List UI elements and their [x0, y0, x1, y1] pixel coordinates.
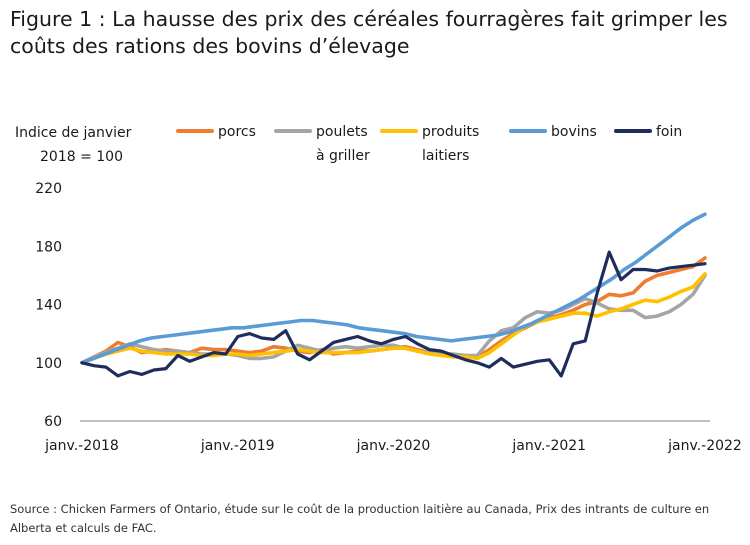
x-axis-ticks: janv.-2018 janv.-2019 janv.-2020 janv.-2021… [44, 438, 742, 454]
legend-item: poulets à griller [274, 124, 370, 164]
series-lines [80, 212, 707, 378]
y-tick-label: 220 [35, 181, 62, 197]
y-tick-label: 100 [35, 356, 62, 372]
legend-label: porcs [218, 124, 256, 140]
x-tick-label: janv.-2020 [356, 438, 431, 454]
series-line-bovins [80, 212, 707, 365]
y-axis-title: Indice de janvier 2018 = 100 [15, 125, 132, 165]
series-line-produits-laitiers [80, 272, 707, 365]
series-line-foin [80, 250, 707, 378]
x-tick-label: janv.-2019 [200, 438, 275, 454]
legend: porcs poulets à griller produits laitiers bov… [176, 124, 682, 164]
x-tick-label: janv.-2018 [44, 438, 119, 454]
legend-label: bovins [551, 124, 597, 140]
y-axis-ticks: 60 100 140 180 220 [35, 181, 62, 430]
series-line-poulets-griller [80, 273, 707, 365]
legend-label: produits [422, 124, 479, 140]
source-note: Source : Chicken Farmers of Ontario, étu… [10, 502, 710, 535]
legend-label-line2: à griller [316, 148, 370, 164]
legend-label: poulets [316, 124, 368, 140]
y-tick-label: 60 [44, 414, 62, 430]
legend-item: bovins [509, 124, 597, 140]
y-axis-title-line1: Indice de janvier [15, 125, 132, 141]
legend-item: produits laitiers [380, 124, 479, 164]
x-tick-label: janv.-2022 [667, 438, 742, 454]
legend-item: foin [614, 124, 682, 140]
x-tick-label: janv.-2021 [511, 438, 586, 454]
y-tick-label: 180 [35, 239, 62, 255]
y-tick-label: 140 [35, 298, 62, 314]
y-axis-title-line2: 2018 = 100 [40, 149, 123, 165]
line-chart: Indice de janvier 2018 = 100 porcs poulet… [15, 124, 742, 454]
legend-label-line2: laitiers [422, 148, 469, 164]
figure-title: Figure 1 : La hausse des prix des céréal… [10, 7, 728, 58]
legend-label: foin [656, 124, 682, 140]
legend-item: porcs [176, 124, 256, 140]
